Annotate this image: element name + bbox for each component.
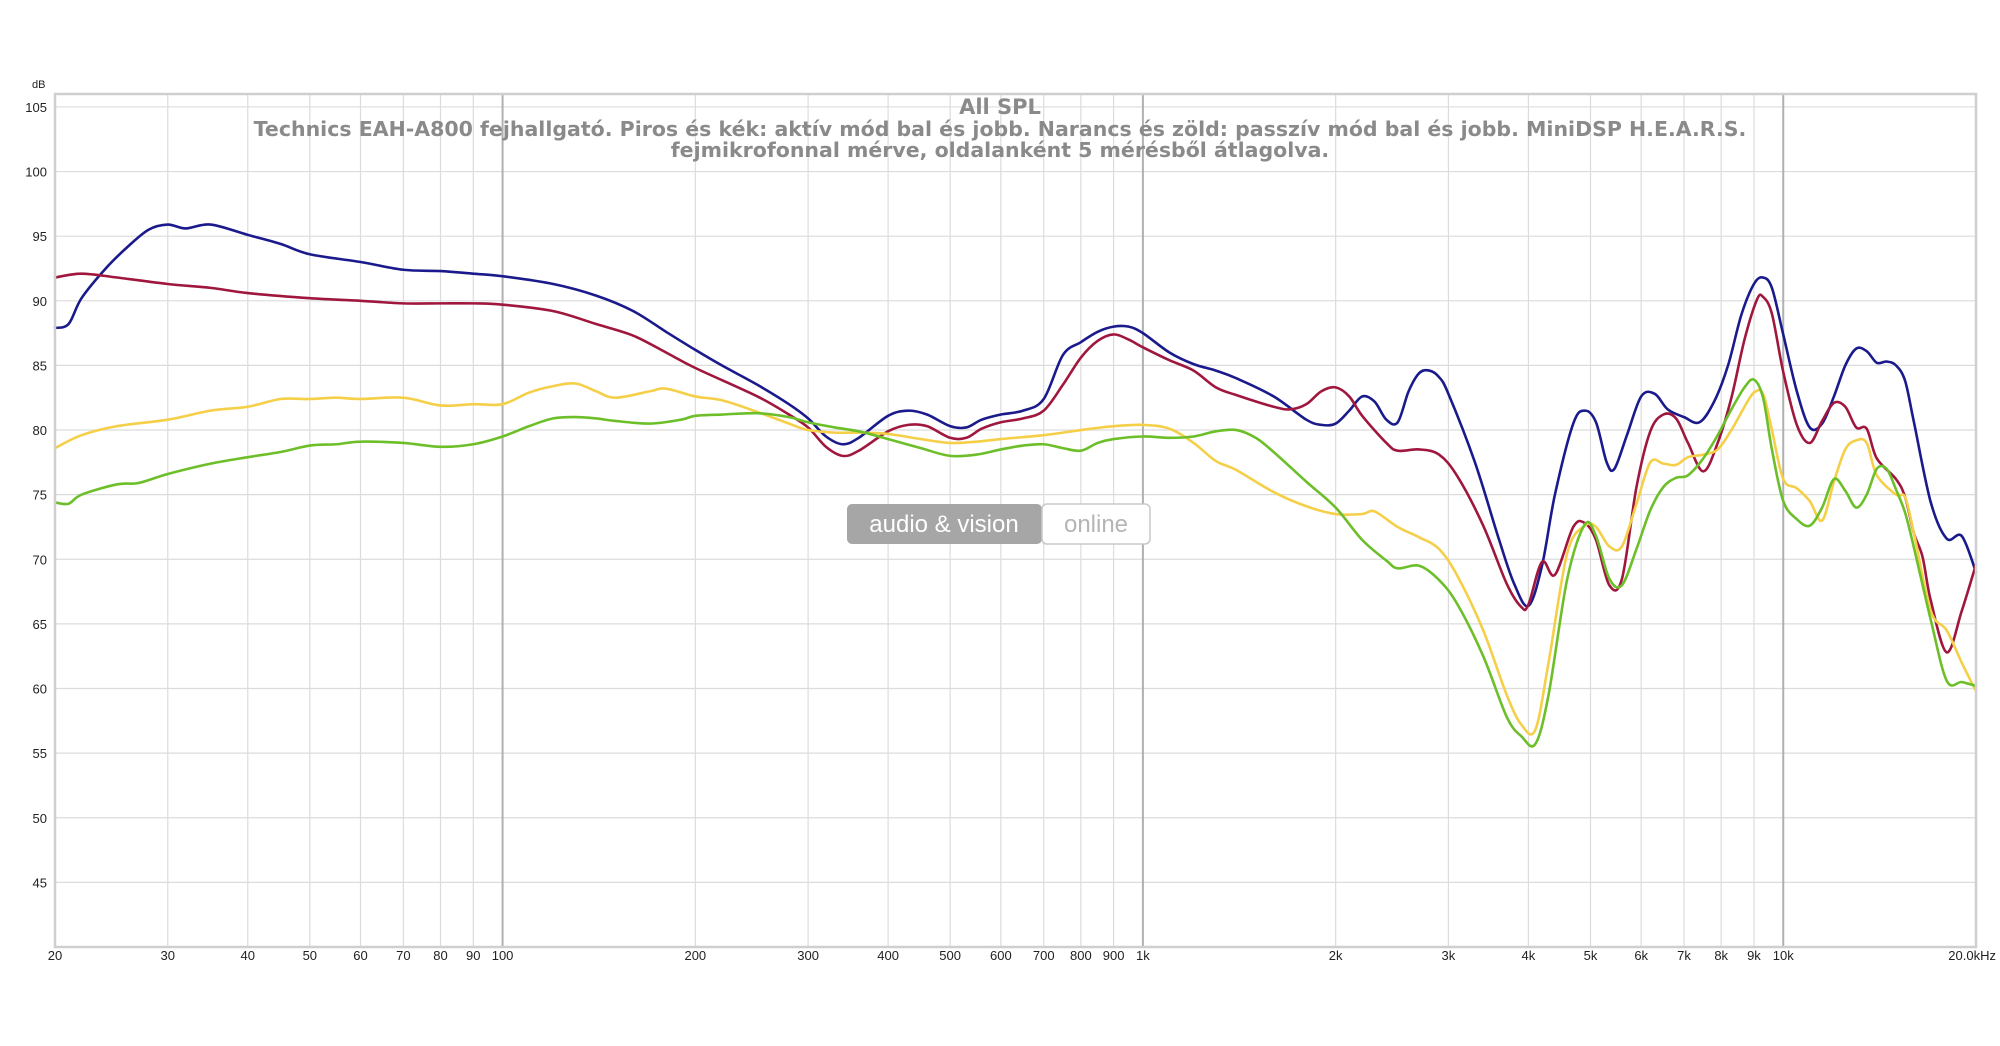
y-tick-label-90: 90 [33, 294, 47, 309]
x-tick-labels: 20 30 40 50 60 70 80 90 100 200 300 400 500 600 700 800… [48, 948, 1996, 963]
watermark-right-text: online [1064, 511, 1128, 538]
x-tick-label-90: 90 [466, 948, 480, 963]
x-tick-label-8k: 8k [1714, 948, 1728, 963]
y-tick-label-85: 85 [33, 358, 47, 373]
chart-title: All SPL [959, 95, 1041, 119]
x-tick-label-700: 700 [1033, 948, 1055, 963]
x-tick-label-900: 900 [1103, 948, 1125, 963]
series-line-3 [53, 382, 1978, 736]
x-tick-label-80: 80 [433, 948, 447, 963]
y-tick-label-55: 55 [33, 746, 47, 761]
x-tick-label-400: 400 [877, 948, 899, 963]
y-tick-label-60: 60 [33, 682, 47, 697]
chart-subtitle-line1: Technics EAH-A800 fejhallgató. Piros és … [254, 117, 1747, 141]
x-tick-label-300: 300 [797, 948, 819, 963]
series-line-4 [53, 377, 1978, 748]
x-tick-label-600: 600 [990, 948, 1012, 963]
x-tick-label-60: 60 [353, 948, 367, 963]
watermark-right-box [1041, 503, 1151, 545]
y-tick-label-100: 100 [25, 165, 47, 180]
x-tick-label-70: 70 [396, 948, 410, 963]
watermark-logo: audio & vision online [847, 503, 1151, 545]
x-tick-label-40: 40 [241, 948, 255, 963]
x-tick-label-5k: 5k [1584, 948, 1598, 963]
y-tick-label-80: 80 [33, 423, 47, 438]
y-tick-label-70: 70 [33, 552, 47, 567]
x-tick-label-9k: 9k [1747, 948, 1761, 963]
x-tick-label-800: 800 [1070, 948, 1092, 963]
x-tick-label-2k: 2k [1329, 948, 1343, 963]
x-tick-label-500: 500 [939, 948, 961, 963]
grid [54, 94, 1977, 947]
series-line-2 [53, 272, 1978, 654]
y-tick-label-50: 50 [33, 811, 47, 826]
x-tick-label-10k: 10k [1773, 948, 1794, 963]
x-tick-label-6k: 6k [1634, 948, 1648, 963]
x-tick-label-20: 20 [48, 948, 62, 963]
series-lines [53, 223, 1978, 748]
y-tick-label-65: 65 [33, 617, 47, 632]
y-tick-labels: 45 50 55 60 65 70 75 80 85 90 95 100 105 [25, 100, 47, 890]
series-line-1 [53, 223, 1978, 608]
x-tick-label-50: 50 [303, 948, 317, 963]
x-tick-label-100: 100 [492, 948, 514, 963]
plot-frame [53, 92, 1978, 949]
x-tick-label-20.0kHz: 20.0kHz [1948, 948, 1996, 963]
y-tick-label-95: 95 [33, 229, 47, 244]
y-tick-label-45: 45 [33, 875, 47, 890]
watermark-left-text: audio & vision [869, 511, 1018, 538]
watermark-left-box [847, 504, 1042, 544]
x-tick-label-200: 200 [684, 948, 706, 963]
y-axis-unit-label: dB [32, 79, 45, 91]
chart-subtitle-line2: fejmikrofonnal mérve, oldalanként 5 méré… [671, 138, 1329, 162]
y-tick-label-105: 105 [25, 100, 47, 115]
x-tick-label-30: 30 [161, 948, 175, 963]
x-tick-label-1k: 1k [1136, 948, 1150, 963]
x-tick-label-4k: 4k [1522, 948, 1536, 963]
y-tick-label-75: 75 [33, 488, 47, 503]
x-tick-label-7k: 7k [1677, 948, 1691, 963]
x-tick-label-3k: 3k [1442, 948, 1456, 963]
